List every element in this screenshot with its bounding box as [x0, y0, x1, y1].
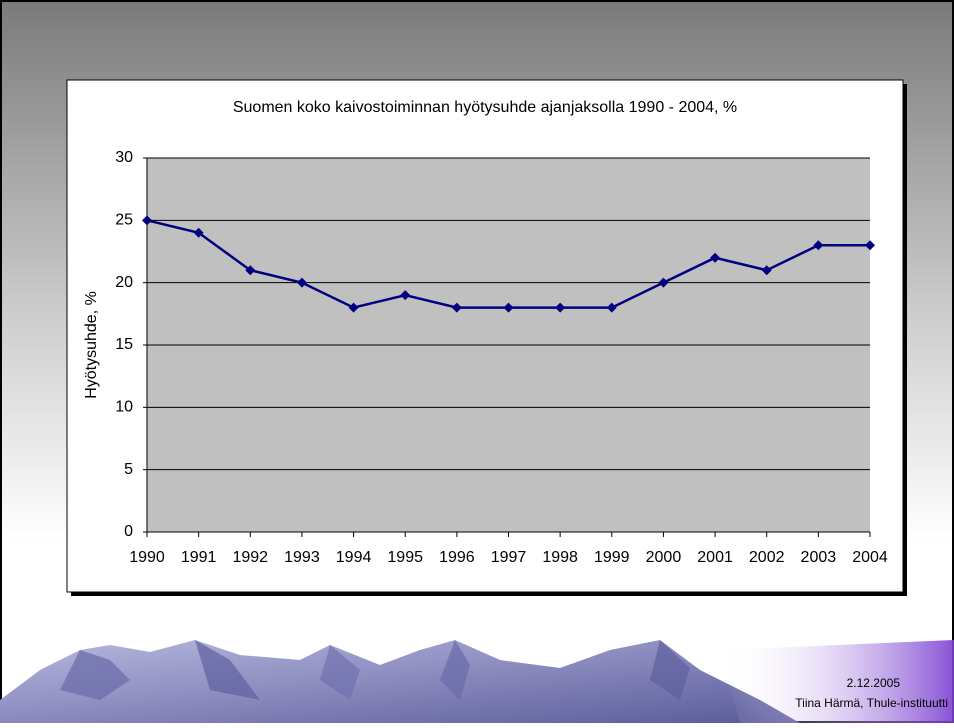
data-point: [865, 240, 875, 251]
y-axis-label: Hyötysuhde, %: [83, 291, 100, 399]
y-tick-label: 25: [115, 212, 133, 229]
x-tick-label: 2000: [646, 549, 682, 566]
x-tick-label: 2002: [749, 549, 785, 566]
x-tick-label: 1999: [594, 549, 630, 566]
x-tick-label: 1993: [284, 549, 320, 566]
y-tick-label: 20: [115, 274, 133, 291]
data-point: [710, 252, 721, 263]
footer-author: Tiina Härmä, Thule-instituutti: [795, 696, 948, 710]
data-point: [761, 265, 772, 276]
x-tick-label: 2003: [801, 549, 837, 566]
data-point: [142, 215, 152, 226]
x-tick-label: 2001: [697, 549, 733, 566]
data-point: [348, 302, 359, 313]
x-tick-label: 2004: [852, 549, 888, 566]
y-tick-label: 30: [115, 149, 133, 166]
x-tick-label: 1997: [491, 549, 527, 566]
x-tick-label: 1994: [336, 549, 372, 566]
x-tick-label: 1990: [129, 549, 165, 566]
y-tick-label: 15: [115, 336, 133, 353]
data-point: [813, 240, 824, 251]
y-tick-label: 5: [124, 461, 133, 478]
footer-date: 2.12.2005: [847, 676, 901, 690]
data-point: [245, 265, 256, 276]
data-point: [193, 227, 204, 238]
data-point: [296, 277, 307, 288]
data-point: [606, 302, 617, 313]
data-point: [555, 302, 566, 313]
x-tick-label: 1996: [439, 549, 475, 566]
mountains: [0, 640, 954, 723]
y-tick-label: 10: [115, 399, 133, 416]
x-tick-label: 1992: [232, 549, 268, 566]
data-point: [658, 277, 669, 288]
x-tick-label: 1991: [181, 549, 217, 566]
data-point: [503, 302, 514, 313]
y-tick-label: 0: [124, 523, 133, 540]
data-point: [400, 290, 411, 301]
data-point: [451, 302, 462, 313]
x-tick-label: 1998: [542, 549, 578, 566]
x-tick-label: 1995: [387, 549, 423, 566]
chart-title: Suomen koko kaivostoiminnan hyötysuhde a…: [233, 99, 737, 116]
